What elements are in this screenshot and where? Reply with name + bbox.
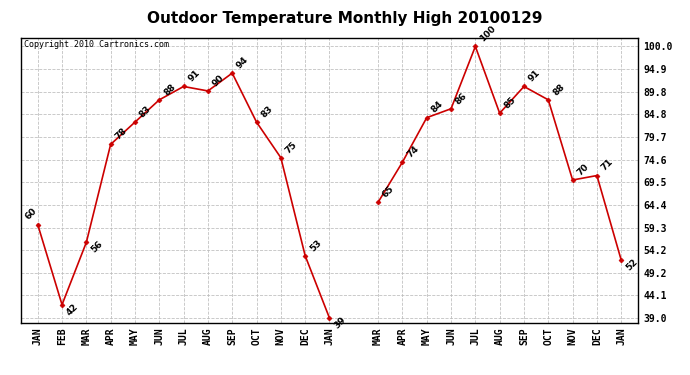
Text: 85: 85 bbox=[502, 95, 518, 110]
Text: 39: 39 bbox=[333, 315, 348, 330]
Text: 83: 83 bbox=[138, 104, 153, 119]
Text: Outdoor Temperature Monthly High 20100129: Outdoor Temperature Monthly High 2010012… bbox=[147, 11, 543, 26]
Text: 86: 86 bbox=[454, 91, 469, 106]
Text: Copyright 2010 Cartronics.com: Copyright 2010 Cartronics.com bbox=[23, 40, 169, 50]
Text: 60: 60 bbox=[24, 207, 39, 222]
Text: 70: 70 bbox=[575, 162, 591, 177]
Text: 56: 56 bbox=[89, 240, 104, 255]
Text: 91: 91 bbox=[186, 68, 201, 84]
Text: 42: 42 bbox=[65, 302, 80, 317]
Text: 78: 78 bbox=[113, 126, 129, 142]
Text: 71: 71 bbox=[600, 158, 615, 173]
Text: 74: 74 bbox=[405, 144, 421, 159]
Text: 53: 53 bbox=[308, 238, 323, 253]
Text: 94: 94 bbox=[235, 55, 250, 70]
Text: 88: 88 bbox=[162, 82, 177, 97]
Text: 84: 84 bbox=[429, 100, 445, 115]
Text: 88: 88 bbox=[551, 82, 566, 97]
Text: 90: 90 bbox=[210, 73, 226, 88]
Text: 65: 65 bbox=[381, 184, 396, 200]
Text: 91: 91 bbox=[526, 68, 542, 84]
Text: 100: 100 bbox=[478, 24, 497, 44]
Text: 75: 75 bbox=[284, 140, 299, 155]
Text: 52: 52 bbox=[624, 258, 639, 273]
Text: 83: 83 bbox=[259, 104, 275, 119]
